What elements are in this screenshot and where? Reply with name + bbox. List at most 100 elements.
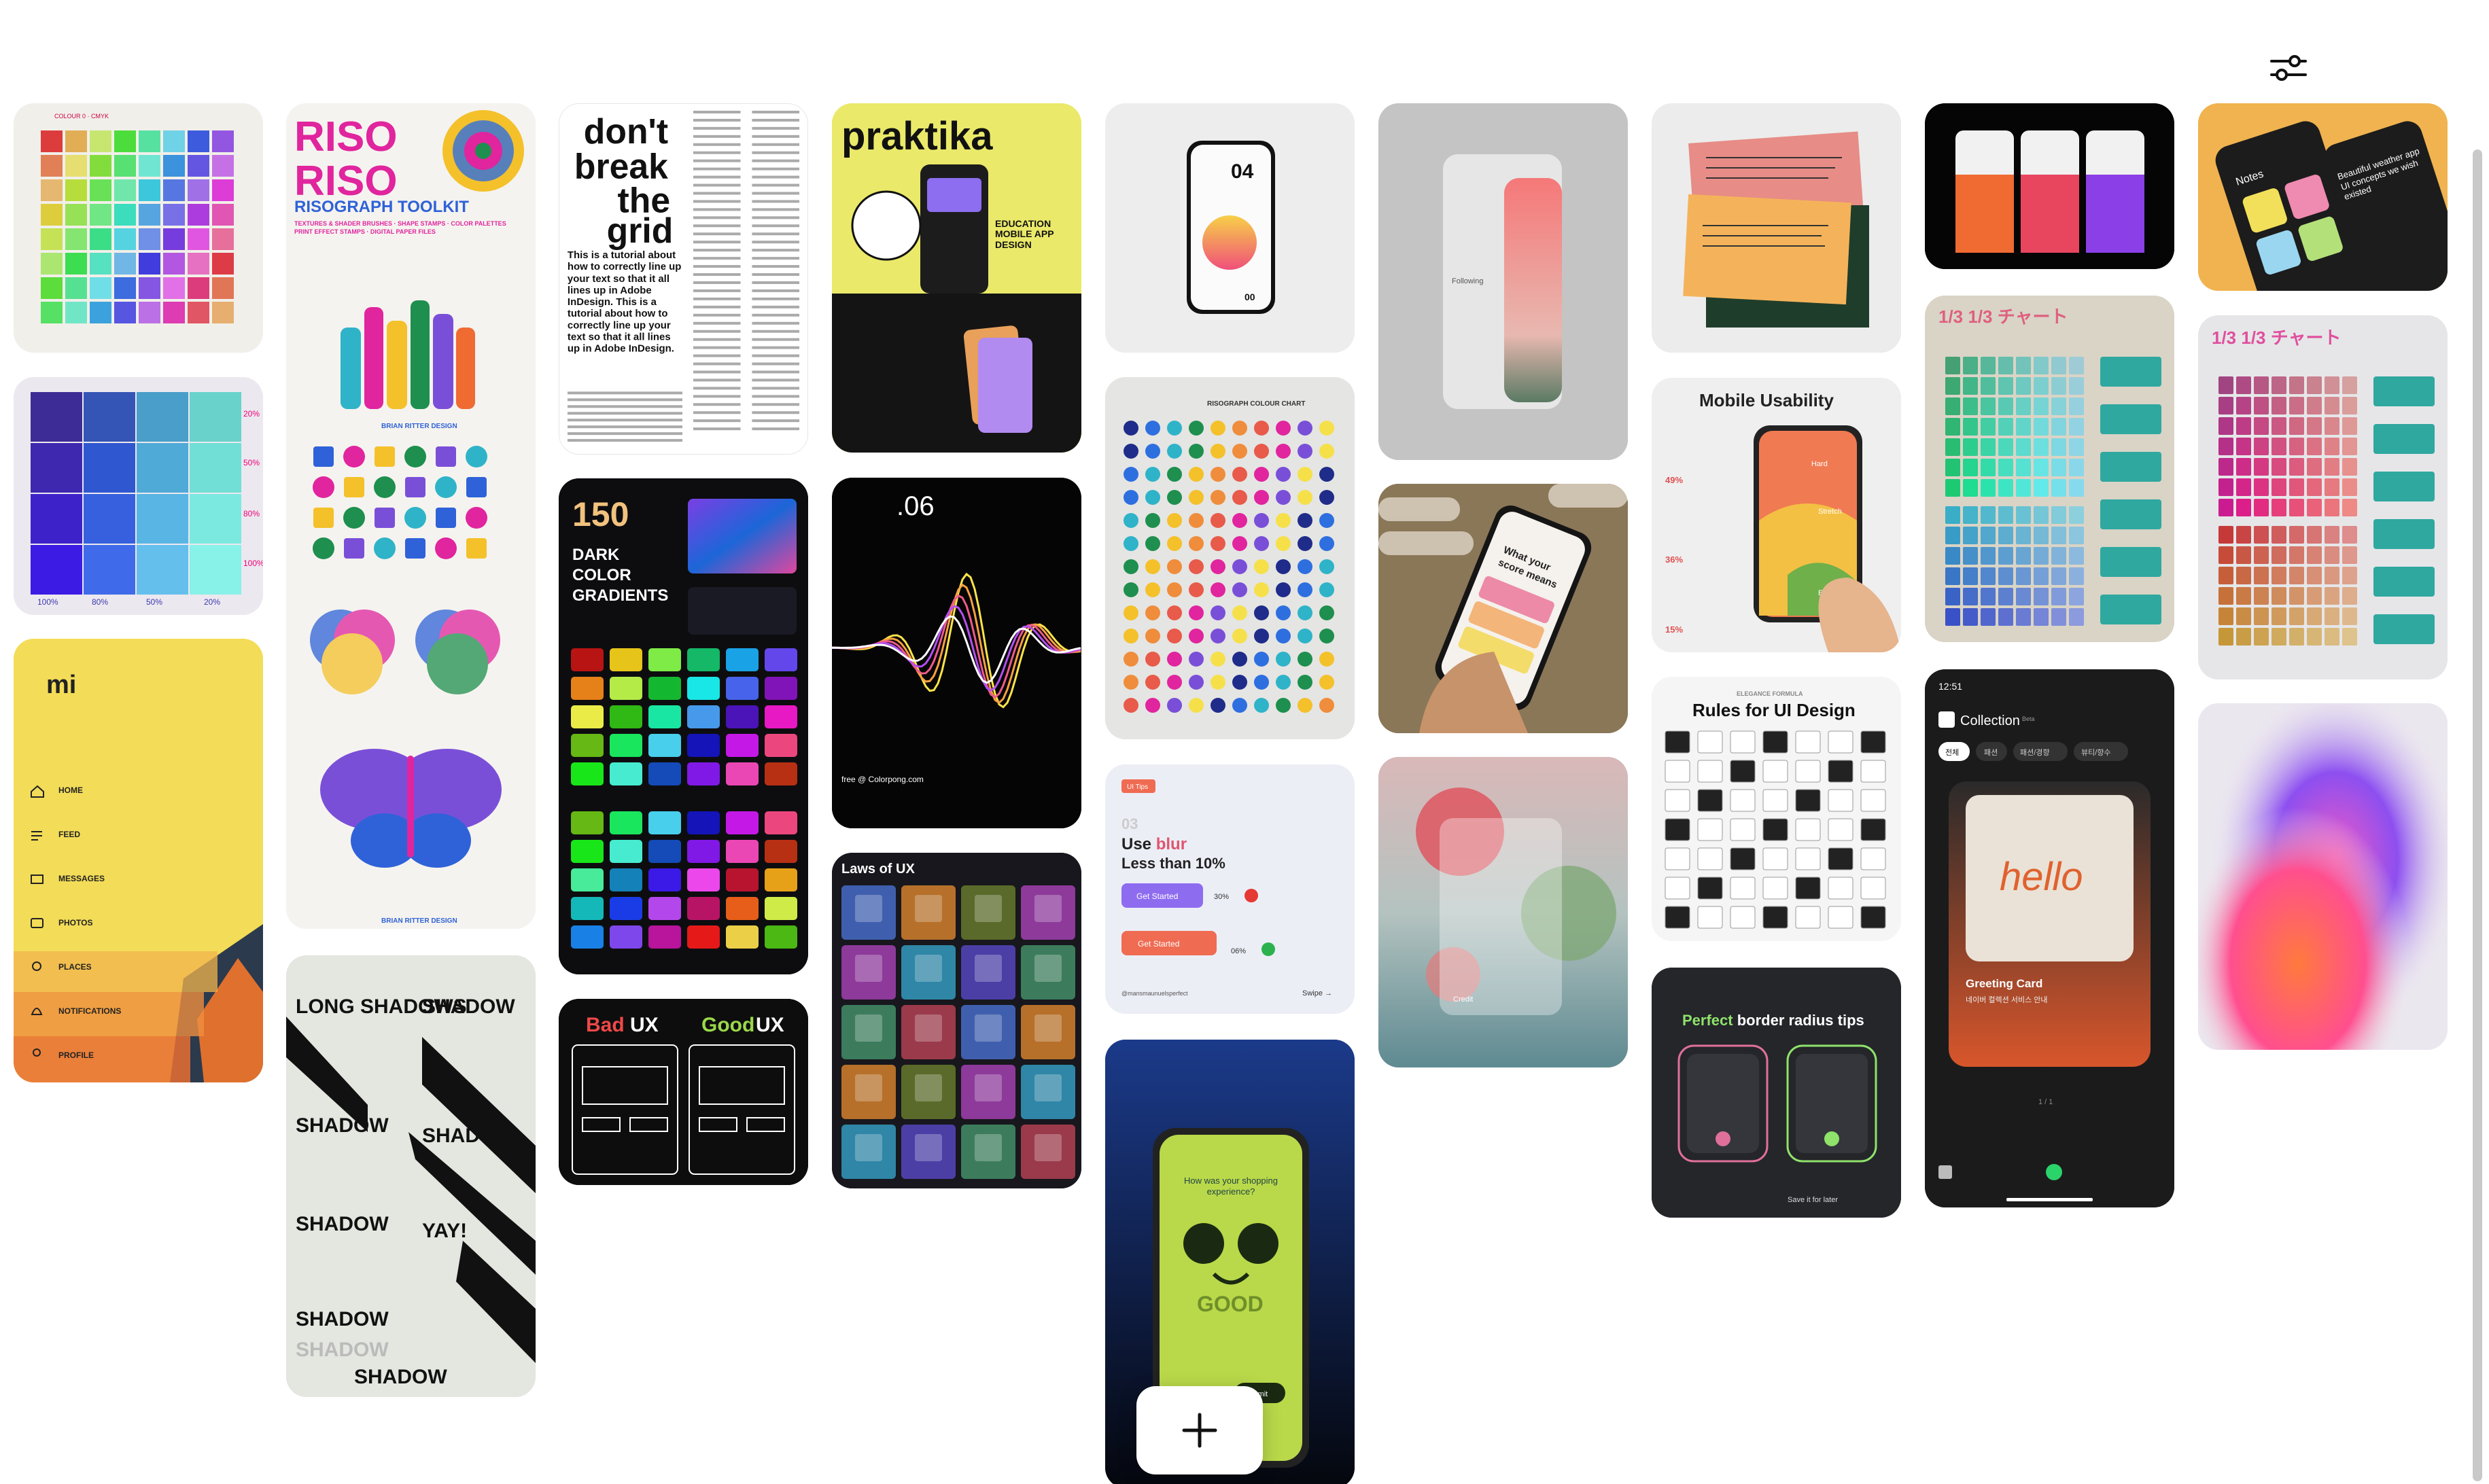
- card-title: Greeting Card: [1966, 977, 2042, 990]
- pin-mobile-menu[interactable]: mi HOME FEED MESSAGES PHOTOS PLACES NOTI…: [14, 639, 263, 1082]
- pct-label: 100%: [243, 559, 263, 568]
- gradients-title: GRADIENTS: [572, 586, 668, 605]
- pct-label: 80%: [243, 509, 260, 518]
- pin-glass-card[interactable]: Following: [1378, 103, 1628, 460]
- pct-label: 20%: [243, 409, 260, 419]
- menu-item-notifications: NOTIFICATIONS: [58, 1006, 121, 1016]
- pin-long-shadows[interactable]: LONG SHADOWS SHADOW SHADOW SHADOW SHADOW…: [286, 955, 536, 1397]
- pin-praktika[interactable]: praktika EDUCATION MOBILE APP DESIGN: [832, 103, 1081, 453]
- jp-chart-title: 1/3 1/3 チャート: [1938, 306, 2068, 327]
- gradients-count: 150: [572, 495, 629, 533]
- grid-title: grid: [607, 211, 674, 250]
- collection-tab[interactable]: 패션/경향: [2020, 748, 2050, 757]
- collection-title: Collection: [1960, 713, 2020, 728]
- venn-graphic: [310, 610, 500, 694]
- tip-swipe: Swipe →: [1302, 989, 1332, 997]
- pin-hand-phone-score[interactable]: What your score means: [1378, 484, 1628, 733]
- grid-columns: [567, 110, 800, 442]
- tip-subtitle: Less than 10%: [1121, 855, 1225, 872]
- grid-title: don't: [584, 111, 668, 151]
- pin-jp-chart-1[interactable]: 1/3 1/3 チャート: [1925, 296, 2174, 642]
- bottles-graphic: [341, 300, 475, 409]
- pin-notes-weather-app[interactable]: Notes Beautiful weather app UI concepts …: [2198, 103, 2448, 291]
- card-word: hello: [2000, 855, 2083, 899]
- usability-stat: 49%: [1665, 475, 1683, 485]
- pct-bottom: 50%: [146, 597, 162, 607]
- shadow-word: SHADOW: [422, 1125, 515, 1147]
- pin-bad-good-ux[interactable]: Bad UX Good UX: [559, 999, 808, 1185]
- riso-credit: BRIAN RITTER DESIGN: [381, 917, 457, 925]
- feed-icon: [31, 831, 42, 841]
- scrollbar[interactable]: [2473, 149, 2482, 1481]
- pin-risograph-toolkit[interactable]: RISO RISO RISOGRAPH TOOLKIT TEXTURES & S…: [286, 103, 536, 929]
- svg-text:Use blur: Use blur: [1121, 835, 1187, 853]
- collection-tab[interactable]: 뷰티/향수: [2081, 748, 2111, 757]
- shadow-word: SHADOW: [296, 1213, 389, 1235]
- pin-risograph-colour-chart[interactable]: RISOGRAPH COLOUR CHART: [1105, 377, 1355, 739]
- pin-laws-of-ux[interactable]: Laws of UX: [832, 853, 1081, 1188]
- gradient-tiles: [571, 648, 797, 949]
- pin-sound-wave[interactable]: .06 free @ Colorpong.com: [832, 478, 1081, 828]
- shadow-word: SHADOW: [296, 1114, 389, 1137]
- plus-icon: [1182, 1413, 1217, 1448]
- pin-color-swatch-grid[interactable]: COLOUR 0 · CMYK: [14, 103, 263, 353]
- pin-three-phones[interactable]: [1925, 103, 2174, 269]
- pin-phone-04[interactable]: 04 00: [1105, 103, 1355, 353]
- menu-item-home: HOME: [58, 785, 83, 795]
- flower-graphic: [442, 110, 524, 192]
- laws-grid: [841, 885, 1075, 1179]
- pin-use-blur-tip[interactable]: UI Tips 03 Use blur Less than 10% Get St…: [1105, 764, 1355, 1014]
- jp-chart-title: 1/3 1/3 チャート: [2212, 328, 2341, 348]
- phone-number-2: 00: [1244, 292, 1255, 302]
- tip-pct-2: 06%: [1231, 947, 1246, 955]
- home-icon: [31, 785, 44, 798]
- usability-stat: 15%: [1665, 624, 1683, 635]
- pin-rules-ui-design[interactable]: ELEGANCE FORMULA Rules for UI Design: [1652, 677, 1901, 941]
- pin-purple-halftone[interactable]: 20% 50% 80% 100% 100% 80% 50% 20%: [14, 377, 263, 615]
- wave-number: .06: [897, 491, 935, 521]
- menu-item-places: PLACES: [58, 962, 92, 972]
- shadow-word: SHADOW: [296, 1308, 389, 1330]
- jp-grid: [1945, 357, 2161, 626]
- riso-credit: BRIAN RITTER DESIGN: [381, 423, 457, 430]
- glass-card-label: Credit: [1453, 995, 1473, 1004]
- pin-dark-gradients[interactable]: 150 DARK COLOR GRADIENTS: [559, 478, 808, 974]
- pin-naver-collection[interactable]: 12:51 Collection Beta 전체 패션 패션/경향 뷰티/향수 …: [1925, 669, 2174, 1207]
- shadows-title: LONG SHADOWS: [296, 995, 467, 1018]
- collection-tab[interactable]: 패션: [1984, 748, 1998, 757]
- stamp-grid: [313, 446, 487, 559]
- card-subtitle: 네이버 컬렉션 서비스 안내: [1966, 995, 2048, 1004]
- menu-item-feed: FEED: [58, 830, 80, 839]
- radius-title-accent: Perfect: [1682, 1012, 1733, 1029]
- tip-number: 03: [1121, 815, 1138, 832]
- wave-graphic: [832, 572, 1081, 709]
- sliders-icon: [2270, 55, 2307, 81]
- app-logo: mi: [46, 671, 76, 699]
- pin-border-radius-tips[interactable]: Perfect border radius tips Save it for l…: [1652, 968, 1901, 1218]
- good-label: Good: [701, 1014, 754, 1036]
- pin-dont-break-the-grid[interactable]: don't break the grid This is a tutorial …: [559, 103, 808, 455]
- menu-item-messages: MESSAGES: [58, 874, 105, 883]
- butterfly-graphic: [320, 749, 502, 868]
- chart-title: RISOGRAPH COLOUR CHART: [1207, 400, 1305, 408]
- collection-tab[interactable]: 전체: [1945, 748, 1959, 757]
- pin-glassmorphism[interactable]: Credit: [1378, 757, 1628, 1067]
- riso-title-b: RISO: [294, 158, 398, 205]
- add-pin-button[interactable]: [1136, 1386, 1263, 1474]
- rules-grid: [1665, 730, 1886, 929]
- filter-button[interactable]: [2270, 52, 2307, 84]
- shadow-word: SHADOW: [422, 995, 515, 1018]
- pin-jp-chart-2[interactable]: 1/3 1/3 チャート: [2198, 315, 2448, 679]
- gradients-title: DARK: [572, 546, 620, 564]
- purple-grid: [31, 392, 241, 595]
- tip-button-2: Get Started: [1138, 939, 1179, 949]
- ux-label: UX: [630, 1014, 659, 1036]
- pin-mobile-usability[interactable]: Mobile Usability Hard Stretch Easy 49% 3…: [1652, 378, 1901, 652]
- collection-beta: Beta: [2022, 716, 2035, 722]
- pct-bottom: 20%: [204, 597, 220, 607]
- pin-paper-notes[interactable]: [1652, 103, 1901, 353]
- pin-blur-gradient-g[interactable]: [2198, 703, 2448, 1050]
- messages-icon: [31, 874, 43, 884]
- shadow-word: SHADOW: [354, 1366, 447, 1388]
